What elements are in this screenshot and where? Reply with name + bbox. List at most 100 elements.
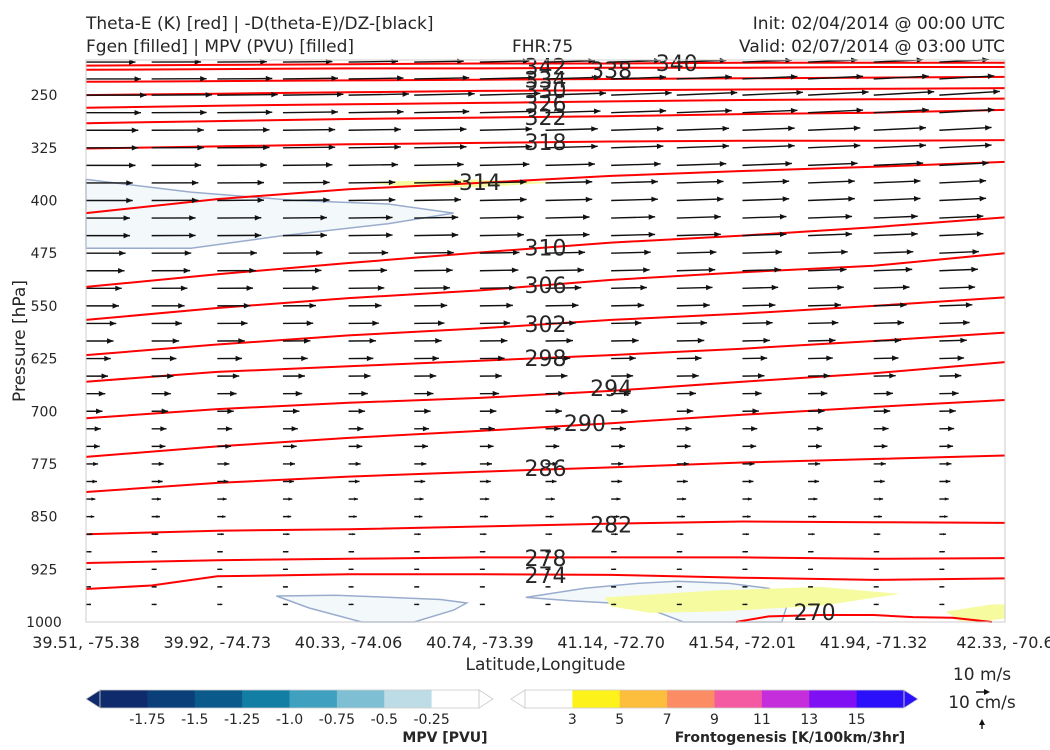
- wind-vector-head: [115, 285, 122, 292]
- colorbars: -1.75 -1.5 -1.25 -1.0 -0.75 -0.5 -0.25 MPV [PVU…: [85, 689, 919, 746]
- y-axis-label: Pressure [hPa]: [10, 280, 30, 402]
- wind-vector-head: [752, 408, 759, 414]
- wind-vector-head: [747, 515, 751, 519]
- contour-label: 322: [525, 106, 567, 131]
- wind-vector-head: [837, 284, 844, 291]
- wind-vector: [282, 77, 338, 80]
- wind-vector-head: [878, 515, 882, 519]
- wind-vector: [282, 164, 333, 167]
- wind-vector: [479, 145, 533, 149]
- wind-vector-head: [820, 390, 828, 397]
- wind-vector: [611, 110, 667, 114]
- wind-vector-head: [358, 408, 366, 414]
- wind-vector-head: [757, 373, 765, 379]
- wind-vector: [414, 146, 467, 149]
- wind-vector-head: [615, 533, 618, 536]
- wind-vector-head: [361, 390, 368, 397]
- wind-vector: [545, 128, 598, 131]
- wind-vector-head: [648, 231, 656, 238]
- wind-vector: [611, 127, 664, 131]
- wind-vector: [742, 91, 803, 96]
- theta-e-line-274: [85, 573, 1006, 590]
- wind-vector-head: [816, 426, 823, 432]
- wind-vector-head: [555, 408, 562, 414]
- wind-vector-head: [131, 127, 139, 133]
- wind-vector-head: [520, 196, 527, 203]
- fgen-colorbar-swatch: [619, 690, 668, 708]
- wind-vector-head: [485, 497, 490, 501]
- wind-vector: [414, 163, 464, 167]
- wind-vector-head: [796, 89, 803, 96]
- wind-vector-head: [525, 126, 533, 132]
- wind-vector: [676, 109, 732, 114]
- wind-vector-head: [189, 215, 196, 221]
- wind-vector: [545, 198, 593, 202]
- wind-vector-head: [617, 479, 623, 484]
- wind-vector-head: [509, 285, 516, 291]
- wind-vector-head: [985, 142, 992, 149]
- mpv-colorbar-tick: -1.5: [181, 712, 208, 728]
- wind-vector-head: [200, 109, 207, 116]
- wind-vector-head: [91, 497, 96, 501]
- wind-vector-head: [498, 355, 505, 362]
- wind-vector-head: [104, 355, 111, 362]
- wind-vector: [348, 216, 393, 219]
- wind-vector-head: [462, 75, 470, 81]
- wind-vector-head: [614, 568, 617, 571]
- wind-vector: [873, 144, 926, 149]
- wind-vector-head: [246, 285, 254, 291]
- wind-vector-head: [158, 461, 164, 467]
- theta-e-line-286: [85, 454, 1006, 493]
- wind-vector-head: [593, 108, 601, 114]
- wind-vector-head: [616, 497, 621, 501]
- fgen-colorbar-tick: 5: [615, 712, 624, 728]
- wind-vector-head: [745, 585, 748, 588]
- fgen-colorbar-extend-low: [510, 689, 526, 709]
- wind-vector-head: [585, 196, 593, 203]
- wind-vector-head: [640, 284, 647, 291]
- fgen-colorbar-swatch: [856, 690, 905, 708]
- wind-vector: [939, 215, 984, 219]
- wind-vector-head: [554, 426, 561, 432]
- y-tick-label: 625: [31, 352, 58, 368]
- x-tick-label: 41.14, -72.70: [557, 633, 665, 652]
- wind-vector: [742, 144, 795, 149]
- wind-vector-head: [154, 603, 157, 606]
- wind-vector: [348, 234, 393, 237]
- wind-vector-head: [916, 160, 924, 167]
- wind-vector-head: [745, 603, 748, 606]
- wind-vector-head: [419, 515, 423, 519]
- fgen-colorbar-tick: 9: [710, 712, 719, 728]
- contour-label: 340: [656, 52, 698, 77]
- wind-vector-head: [615, 515, 620, 519]
- wind-vector-head: [451, 214, 459, 221]
- wind-vector: [742, 162, 792, 167]
- theta-e-line-334: [85, 75, 1006, 83]
- theta-e-line-314: [85, 160, 1006, 215]
- mpv-colorbar-extend-low: [85, 689, 101, 709]
- wind-vector: [545, 233, 590, 237]
- mpv-colorbar-tick: -1.0: [276, 712, 303, 728]
- wind-vector-head: [263, 127, 270, 133]
- wind-vector-head: [681, 515, 686, 519]
- wind-vector-head: [164, 390, 171, 397]
- wind-vector: [611, 251, 651, 254]
- wind-vector-head: [336, 91, 344, 98]
- mpv-colorbar-outline: [99, 689, 480, 709]
- wind-vector-head: [911, 231, 918, 237]
- wind-vector-head: [717, 196, 724, 202]
- mpv-colorbar-swatch: [431, 690, 480, 708]
- wind-vector-head: [285, 568, 288, 571]
- wind-vector-head: [241, 320, 248, 327]
- wind-vector: [939, 75, 995, 80]
- theta-e-line-310: [85, 216, 1006, 288]
- wind-vector: [414, 198, 461, 202]
- wind-vector-head: [156, 515, 160, 519]
- wind-vector-head: [706, 284, 713, 291]
- wind-vector-head: [221, 533, 224, 536]
- wind-vector-head: [482, 568, 485, 571]
- wind-vector: [808, 215, 853, 219]
- wind-vector: [282, 93, 344, 96]
- wind-vector-head: [952, 390, 959, 397]
- wind-vector: [742, 59, 792, 63]
